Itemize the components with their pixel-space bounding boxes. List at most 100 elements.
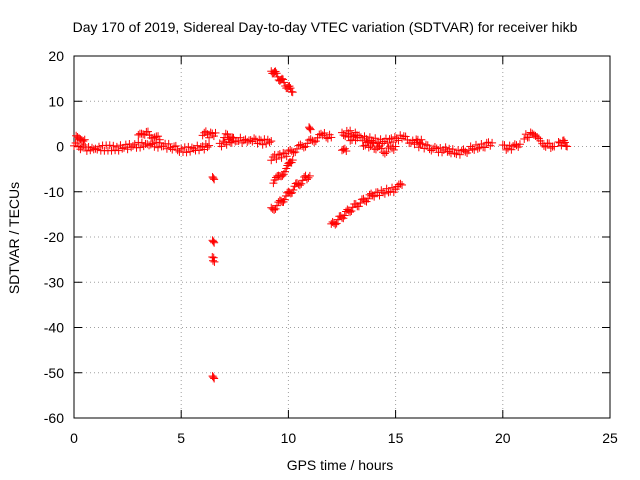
data-point [430,142,439,151]
data-point [275,150,284,159]
data-point [473,144,482,153]
data-point [139,142,148,151]
data-point [421,140,430,149]
data-point [155,135,164,144]
data-point [342,147,351,156]
data-point [225,135,234,144]
data-point [210,257,219,266]
data-point [271,67,280,76]
data-point [359,141,368,150]
data-point [373,143,382,152]
y-tick-label: 0 [56,139,64,155]
data-point [279,148,288,157]
data-point [310,138,319,147]
data-point [470,145,479,154]
y-tick-label: -30 [44,274,64,290]
data-point [327,133,336,142]
data-point [315,130,324,139]
data-point [150,142,159,151]
data-point [520,134,529,143]
data-point [546,144,555,153]
data-point [268,153,277,162]
data-point [162,144,171,153]
data-point [80,135,89,144]
data-point [154,132,163,141]
data-point [413,138,422,147]
data-point [323,134,332,143]
data-point [340,211,349,220]
data-point [287,147,296,156]
data-point [488,138,497,147]
y-tick-label: -20 [44,229,64,245]
data-point [394,136,403,145]
data-point [248,137,257,146]
data-point [448,145,457,154]
data-point [137,138,146,147]
data-point [287,87,296,96]
y-tick-label: -40 [44,320,64,336]
data-point [423,141,432,150]
data-point [265,138,274,147]
data-point [316,129,325,138]
data-point [332,219,341,228]
data-point [203,130,212,139]
data-point [278,171,287,180]
data-point [205,133,214,142]
y-axis-label: SDTVAR / TECUs [6,182,22,294]
data-point [234,137,243,146]
data-point [128,141,137,150]
data-point [209,237,218,246]
data-point [210,374,219,383]
data-point [136,143,145,152]
data-point [84,142,93,151]
data-point [166,143,175,152]
data-point [320,128,329,137]
axis-ticks: 0 5 10 15 20 25 -60 -50 -40 -30 -20 -10 0 10 20 [44,48,618,446]
data-point [364,143,373,152]
data-point [477,139,486,148]
data-point [418,139,427,148]
data-point [541,142,550,151]
data-point [182,148,191,157]
data-point [195,146,204,155]
data-point [533,133,542,142]
data-point [79,137,88,146]
data-point [123,145,132,154]
data-point [280,78,289,87]
data-point [354,202,363,211]
data-point [356,133,365,142]
grid [74,56,610,418]
data-point [145,141,154,150]
data-point [371,134,380,143]
data-point [219,137,228,146]
data-point [170,142,179,151]
data-point [560,138,569,147]
data-point [311,137,320,146]
x-tick-label: 0 [70,430,78,446]
data-point [388,144,397,153]
data-point [193,141,202,150]
data-point [355,131,364,140]
data-point [382,148,391,157]
data-point [303,139,312,148]
data-point [339,131,348,140]
data-point [299,143,308,152]
data-point [313,133,322,142]
data-point [258,140,267,149]
data-point [388,183,397,192]
data-point [153,143,162,152]
data-point [461,147,470,156]
data-point [91,144,100,153]
data-point [76,145,85,154]
data-point [150,133,159,142]
y-tick-label: -50 [44,365,64,381]
data-point [380,189,389,198]
data-point [331,220,340,229]
data-point [220,138,229,147]
data-point [173,146,182,155]
data-point [137,129,146,138]
data-points [70,67,572,383]
data-point [484,138,493,147]
data-point [286,84,295,93]
data-point [297,179,306,188]
